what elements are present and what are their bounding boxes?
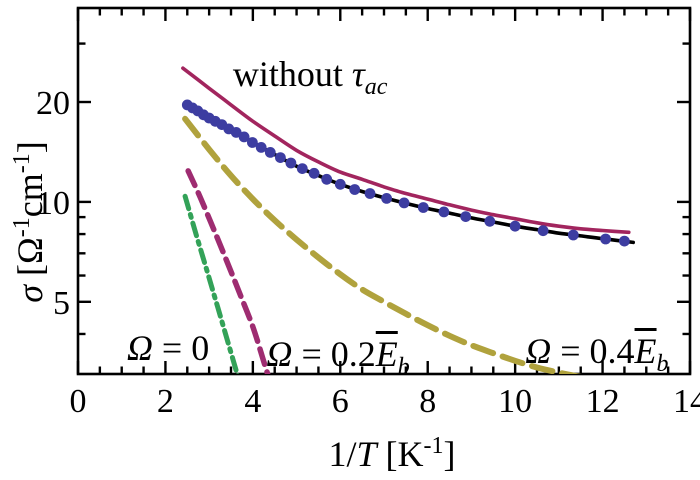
data-point-marker [398,197,410,209]
omega-0.2Eb-curve [185,168,271,374]
x-tick-label-0: 0 [70,383,87,420]
y-tick-label-10: 10 [36,185,70,222]
omega-0.2Eb-label: Ω = 0.2Eb [266,334,410,381]
data-point-marker [238,131,250,143]
curves-group [181,66,635,374]
data-point-marker [600,233,611,245]
data-point-marker [619,235,630,247]
data-point-marker [438,206,450,218]
data-point-marker [230,126,242,138]
data-point-marker [247,137,258,148]
fit-with-tau-ac-curve [183,100,635,245]
y-tick-label-5: 5 [53,285,70,322]
data-point-marker [484,215,496,227]
data-point-marker [364,188,376,199]
data-point-marker [296,163,308,175]
x-tick-label-8: 8 [419,383,436,420]
data-point-marker [381,193,392,204]
without-tau-ac-curve [181,66,631,235]
without-tau-label: without τac [232,53,388,101]
x-tick-label-10: 10 [498,383,532,420]
data-point-marker [537,225,549,237]
x-tick-label-6: 6 [332,383,349,420]
data-point-marker [255,142,267,153]
data-point-marker [334,178,346,190]
omega-0-label: Ω = 0 [126,328,210,369]
x-tick-label-2: 2 [157,383,174,420]
x-axis-title: 1/T [K-1] [328,433,455,474]
x-tick-label-14: 14 [673,383,700,420]
omega-0-curve [182,193,240,374]
data-point-marker [275,152,286,164]
x-tick-label-12: 12 [586,383,620,420]
x-tick-label-4: 4 [244,383,261,420]
data-point-marker [460,211,472,223]
data-points [181,99,630,247]
data-point-marker [417,202,429,213]
data-point-marker [567,229,579,241]
omega-0.4Eb-label: Ω = 0.4Eb [525,331,669,378]
data-point-marker [285,157,297,169]
data-point-marker [509,220,521,232]
data-point-marker [321,173,333,185]
data-point-marker [264,147,276,158]
y-axis-title: σ [Ω-1cm-1] [9,141,50,303]
y-tick-label-20: 20 [36,85,70,122]
data-point-marker [308,167,320,179]
omega-0.4Eb-curve [182,115,582,374]
data-point-marker [349,184,361,195]
